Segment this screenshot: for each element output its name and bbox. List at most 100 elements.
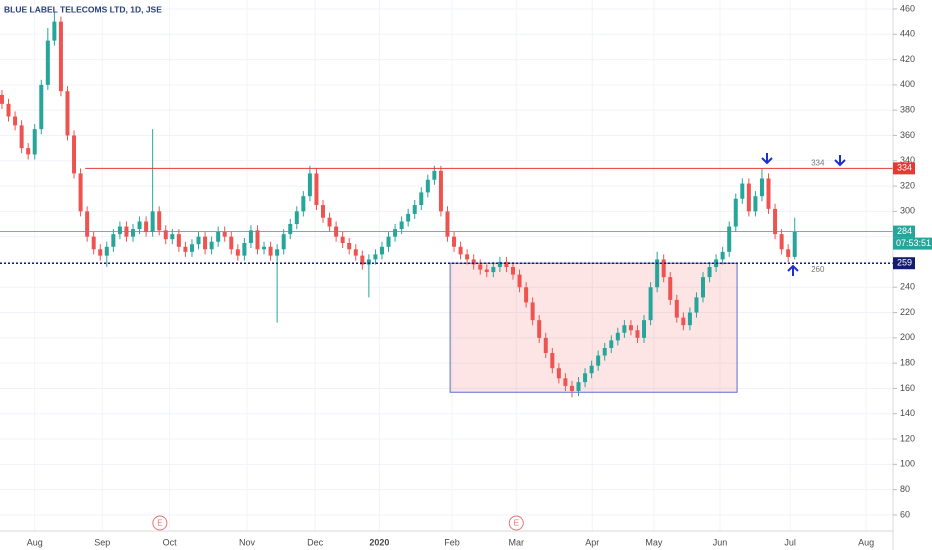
- arrows: [761, 153, 846, 276]
- candle-body: [13, 116, 18, 126]
- candle-body: [393, 229, 398, 237]
- x-tick-label: Dec: [307, 537, 324, 547]
- candle-body: [65, 91, 70, 136]
- candle-body: [511, 267, 515, 275]
- y-tick-label: 140: [900, 408, 915, 418]
- candle-body: [452, 236, 457, 247]
- candle-body: [609, 340, 614, 348]
- candle-body: [779, 234, 784, 250]
- chart-title: BLUE LABEL TELECOMS LTD, 1D, JSE: [4, 4, 162, 14]
- price-note: 260: [811, 265, 825, 274]
- candle-body: [465, 254, 470, 260]
- y-tick-label: 60: [900, 509, 910, 519]
- candle-body: [537, 320, 542, 338]
- candle-body: [222, 231, 227, 237]
- candle-body: [248, 230, 253, 243]
- candle-body: [491, 267, 496, 273]
- candle-body: [458, 246, 463, 255]
- candle-body: [157, 211, 162, 231]
- x-tick-label: Mar: [509, 537, 525, 547]
- x-tick-label: Sep: [94, 537, 110, 547]
- arrow-down: [834, 155, 846, 167]
- candle-body: [85, 211, 90, 237]
- y-tick-label: 160: [900, 383, 915, 393]
- candle-body: [72, 135, 77, 174]
- y-tick-label: 120: [900, 433, 915, 443]
- candle-body: [478, 264, 483, 270]
- countdown-badge: [893, 237, 932, 250]
- candle-body: [58, 21, 63, 92]
- candle-body: [19, 125, 24, 149]
- x-tick-label: Apr: [585, 537, 599, 547]
- candle-body: [170, 234, 175, 240]
- y-tick-label: 100: [900, 459, 915, 469]
- x-tick-label: Jun: [713, 537, 728, 547]
- candle-body: [524, 287, 529, 303]
- candle-body: [438, 170, 443, 212]
- candle-body: [131, 229, 135, 237]
- candle-body: [419, 192, 424, 206]
- candle-body: [642, 320, 647, 338]
- candle-body: [530, 302, 535, 321]
- candle-body: [26, 148, 31, 155]
- candle-body: [235, 249, 240, 256]
- candle-body: [117, 226, 122, 235]
- candle-body: [746, 183, 751, 212]
- candle-body: [773, 208, 778, 235]
- candle-body: [39, 84, 44, 130]
- price-badge: [893, 257, 915, 270]
- candle-body: [766, 178, 771, 209]
- candle-body: [353, 249, 358, 256]
- candle-body: [111, 234, 116, 247]
- y-tick-label: 340: [900, 155, 915, 165]
- candle-body: [373, 254, 378, 260]
- candle-body: [327, 217, 332, 227]
- candle-body: [360, 255, 365, 265]
- countdown-label: 07:53:51: [896, 238, 931, 248]
- price-badge-label: 334: [897, 163, 912, 173]
- price-note: 334: [811, 158, 825, 167]
- candle-body: [425, 179, 430, 193]
- event-label: E: [514, 519, 519, 528]
- price-badge-label: 259: [897, 258, 912, 268]
- candle-body: [163, 230, 168, 240]
- candle-body: [406, 213, 411, 222]
- candle-body: [602, 347, 607, 356]
- y-tick-label: 80: [900, 484, 910, 494]
- y-tick-label: 420: [900, 54, 915, 64]
- candle-body: [622, 325, 627, 333]
- candle-body: [281, 234, 286, 250]
- candle-body: [701, 277, 705, 298]
- candle-body: [661, 259, 666, 278]
- candle-body: [242, 242, 247, 256]
- candle-body: [275, 249, 280, 256]
- candle-body: [216, 231, 221, 242]
- candle-body: [583, 373, 588, 383]
- price-badge: [893, 225, 915, 238]
- candle-body: [759, 178, 764, 197]
- y-tick-label: 240: [900, 282, 915, 292]
- candle-body: [628, 325, 633, 331]
- candle-body: [668, 277, 673, 300]
- y-tick-label: 440: [900, 29, 915, 39]
- candle-body: [792, 231, 797, 257]
- candle-body: [6, 103, 11, 117]
- candle-body: [314, 173, 319, 206]
- candle-body: [432, 170, 437, 180]
- candle-body: [340, 236, 345, 243]
- event-marker: [508, 515, 524, 531]
- candle-body: [45, 40, 50, 85]
- candle-body: [104, 246, 109, 256]
- arrow-up: [787, 264, 799, 276]
- candle-body: [144, 221, 149, 232]
- candle-body: [550, 353, 555, 369]
- y-tick-label: 460: [900, 3, 915, 13]
- candle-body: [471, 259, 476, 265]
- candle-body: [727, 226, 732, 252]
- candle-body: [32, 129, 37, 155]
- candle-body: [786, 249, 791, 257]
- candle-body: [176, 234, 181, 247]
- price-badge: [893, 162, 915, 175]
